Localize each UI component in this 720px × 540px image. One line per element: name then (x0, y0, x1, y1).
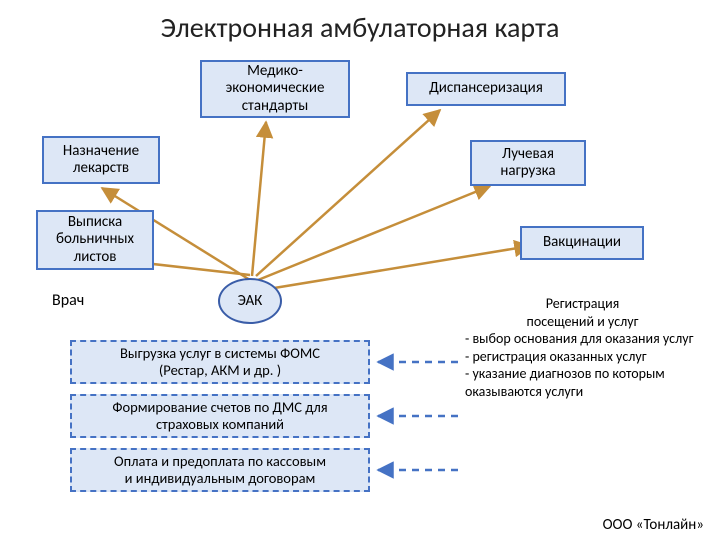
footer-company: ООО «Тонлайн» (603, 516, 704, 534)
wide-box-payments: Оплата и предоплата по кассовыми индивид… (70, 448, 370, 492)
box-medicine-prescription: Назначениелекарств (42, 136, 160, 184)
wide-box-foms: Выгрузка услуг в системы ФОМС(Рестар, АК… (70, 340, 370, 384)
center-node-eak: ЭАК (218, 278, 282, 324)
side-registration-block: Регистрацияпосещений и услуг - выбор осн… (465, 295, 700, 400)
box-radiation-load: Лучеваянагрузка (470, 140, 586, 186)
box-vaccinations: Вакцинации (520, 226, 644, 260)
diagram-stage: Электронная амбулаторная карта Назначени… (0, 0, 720, 540)
box-dispensary: Диспансеризация (406, 72, 566, 106)
side-title: Регистрацияпосещений и услуг (465, 295, 700, 330)
wide-box-dms: Формирование счетов по ДМС длястраховых … (70, 394, 370, 438)
page-title: Электронная амбулаторная карта (0, 10, 720, 45)
box-medical-economic-standards: Медико-экономическиестандарты (200, 60, 350, 118)
box-sick-leave: Выпискабольничныхлистов (36, 210, 154, 270)
doctor-label: Врач (52, 292, 84, 310)
side-lines: - выбор основания для оказания услуг- ре… (465, 330, 700, 400)
center-node-label: ЭАК (238, 292, 263, 310)
